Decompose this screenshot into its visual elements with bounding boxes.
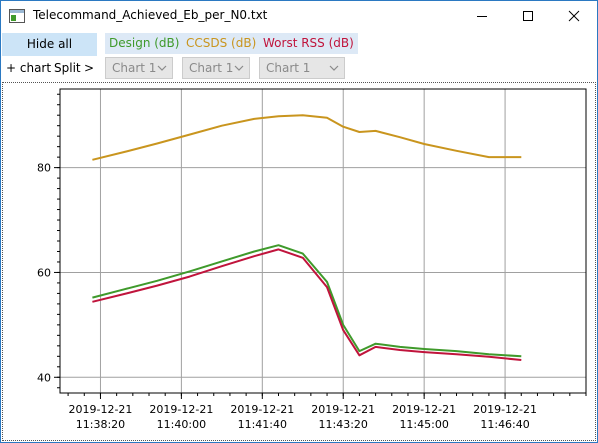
chart-select-design[interactable]: Chart 1: [105, 57, 173, 79]
close-button[interactable]: [551, 1, 597, 31]
hide-all-button[interactable]: Hide all: [2, 33, 97, 56]
chevron-down-icon: [234, 65, 244, 71]
x-tick-label: 2019-12-21: [68, 403, 132, 416]
chart-select-value: Chart 1: [112, 61, 157, 75]
chart-area: 2019-12-21 11:38:20 2019-12-21 11:40:00 2019…: [2, 82, 596, 441]
x-tick-label: 11:43:20: [319, 418, 368, 431]
maximize-icon: [523, 11, 533, 21]
line-chart: 2019-12-21 11:38:20 2019-12-21 11:40:00 2019…: [37, 88, 587, 431]
window-title: Telecommand_Achieved_Eb_per_N0.txt: [33, 8, 268, 22]
maximize-button[interactable]: [505, 1, 551, 31]
y-tick-label: 40: [37, 371, 51, 384]
title-bar: Telecommand_Achieved_Eb_per_N0.txt: [1, 1, 597, 31]
x-tick-label: 11:45:00: [399, 418, 448, 431]
chart-select-value: Chart 1: [266, 61, 311, 75]
series-toggle-worst-rss[interactable]: Worst RSS (dB): [259, 33, 358, 54]
series-toggle-design[interactable]: Design (dB): [105, 33, 184, 54]
chart-select-worst-rss[interactable]: Chart 1: [259, 57, 345, 79]
x-tick-label: 2019-12-21: [230, 403, 294, 416]
series-line-ccsds: [92, 114, 522, 161]
close-icon: [568, 10, 580, 22]
series-toggle-ccsds[interactable]: CCSDS (dB): [182, 33, 261, 54]
chart-select-value: Chart 1: [189, 61, 234, 75]
chevron-down-icon: [157, 65, 167, 71]
x-tick-label: 11:46:40: [480, 418, 529, 431]
toolbar: Hide all Design (dB) CCSDS (dB) Worst RS…: [1, 32, 597, 82]
x-tick-label: 2019-12-21: [311, 403, 375, 416]
more-button[interactable]: >: [84, 58, 95, 78]
y-tick-label: 60: [37, 266, 51, 279]
series-line-design: [92, 244, 522, 358]
x-tick-label: 2019-12-21: [392, 403, 456, 416]
split-button[interactable]: Split: [54, 58, 81, 78]
y-tick-label: 80: [37, 162, 51, 175]
plot-frame: [59, 88, 587, 394]
series-line-worst-rss: [92, 248, 522, 361]
x-tick-label: 11:41:40: [238, 418, 287, 431]
x-tick-label: 11:38:20: [76, 418, 125, 431]
chevron-down-icon: [329, 65, 339, 71]
app-icon: [9, 9, 25, 23]
minimize-button[interactable]: [459, 1, 505, 31]
x-tick-label: 2019-12-21: [473, 403, 537, 416]
add-chart-button[interactable]: + chart: [6, 58, 52, 78]
minimize-icon: [477, 16, 487, 17]
chart-select-ccsds[interactable]: Chart 1: [182, 57, 250, 79]
x-tick-label: 2019-12-21: [149, 403, 213, 416]
x-tick-label: 11:40:00: [157, 418, 206, 431]
